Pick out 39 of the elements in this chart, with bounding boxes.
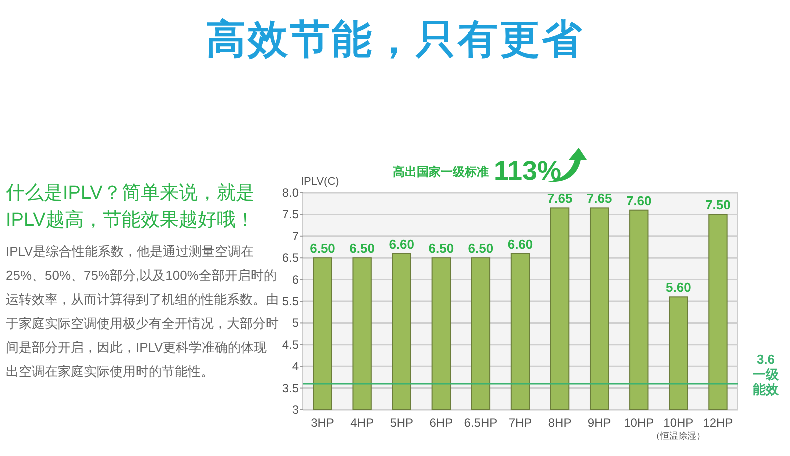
x-tick-label: 7HP xyxy=(508,416,532,430)
y-tick-label: 8.0 xyxy=(282,186,300,200)
data-label: 6.50 xyxy=(428,241,454,256)
data-label: 6.50 xyxy=(468,241,494,256)
y-tick-label: 7.5 xyxy=(282,208,300,222)
y-tick-label: 6 xyxy=(292,272,300,287)
y-tick-label: 5.5 xyxy=(282,294,300,308)
x-tick-label: 5HP xyxy=(390,416,414,430)
y-axis-title: IPLV(C) xyxy=(301,176,340,188)
data-label: 7.50 xyxy=(706,198,731,213)
text: 什么是IPLV？简单来说，就是IPLV越高，节能效果越好哦！ xyxy=(6,182,256,233)
data-label: 6.50 xyxy=(310,241,336,256)
y-tick-label: 3 xyxy=(292,403,300,417)
y-tick-label: 5 xyxy=(292,316,300,330)
x-tick-label: 9HP xyxy=(588,416,612,430)
x-tick-label: 12HP xyxy=(703,416,734,430)
x-tick-label: 3HP xyxy=(311,416,334,430)
ref-line-label: 3.6 一级能效 xyxy=(752,352,780,397)
x-tick-label: 4HP xyxy=(350,416,374,430)
data-label: 7.60 xyxy=(626,193,652,208)
x-tick-label: 6.5HP xyxy=(464,416,498,430)
x-tick-label: 6HP xyxy=(430,416,454,430)
y-tick-label: 4 xyxy=(292,360,300,374)
text: 113% xyxy=(494,156,562,186)
x-tick-label: 8HP xyxy=(548,416,572,430)
x-tick-label: 10HP xyxy=(624,416,654,430)
data-label: 6.60 xyxy=(508,236,534,252)
data-label: 5.60 xyxy=(666,280,692,296)
text: 高出国家一级标准 xyxy=(393,165,489,179)
data-label: 6.60 xyxy=(389,236,415,252)
data-label: 6.50 xyxy=(350,241,375,256)
text: IPLV是综合性能系数，他是通过测量空调在25%、50%、75%部分,以及100%全部开启时的运转效率，从而计算得到了机组的性能系数。由于家庭实际空调使用极少有全开情况，大部分时间是部分开启，因此，IPLV更科学准确的体现出空调在家庭实际使用时的节能性。 xyxy=(6,243,280,381)
y-tick-label: 6.5 xyxy=(282,251,300,266)
y-tick-label: 7 xyxy=(292,229,300,244)
data-label: 7.65 xyxy=(586,191,612,206)
chart-title: 高效节能，只有更省 xyxy=(205,17,585,64)
y-tick-label: 4.5 xyxy=(282,338,300,352)
data-label: 7.65 xyxy=(547,191,573,206)
y-tick-label: 3.5 xyxy=(282,381,300,396)
